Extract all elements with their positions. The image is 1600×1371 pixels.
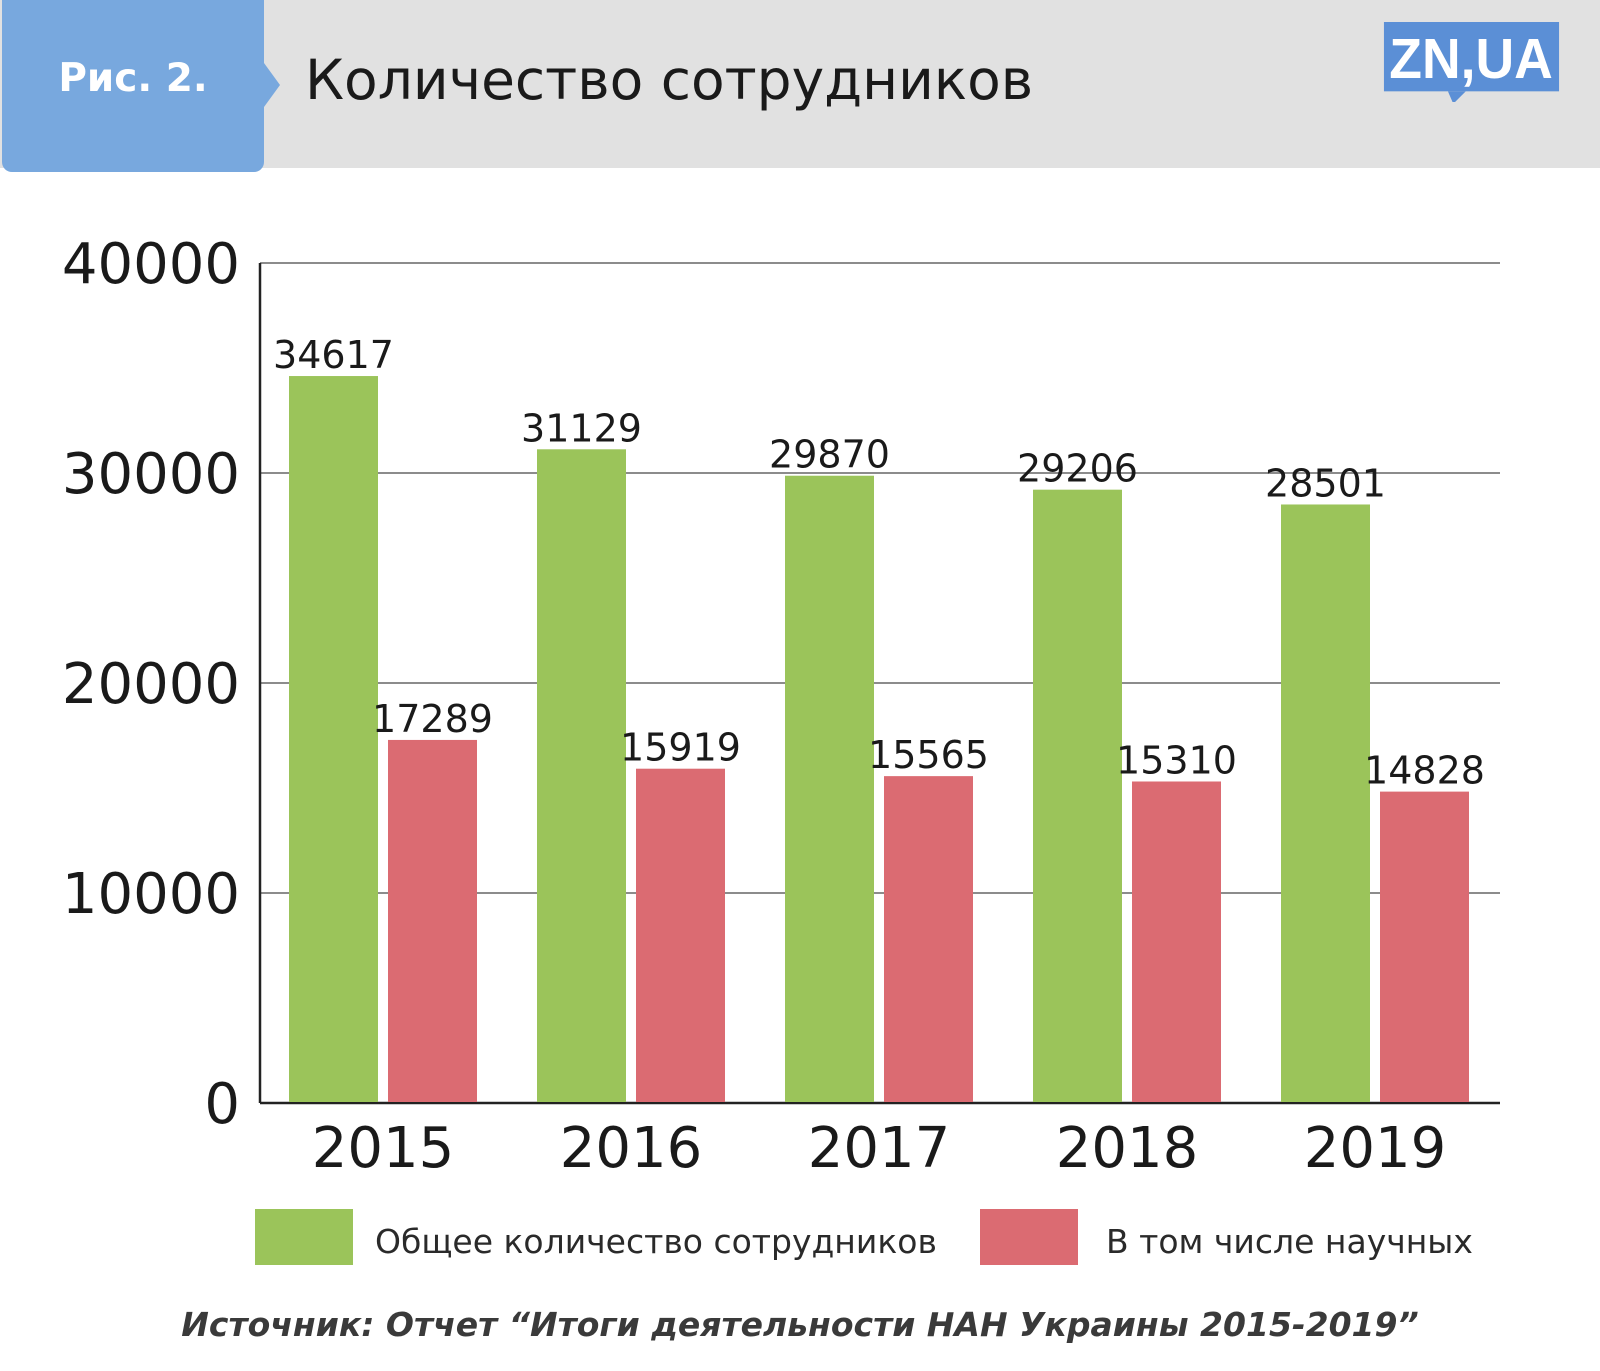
data-label-scientific: 17289 (372, 697, 493, 741)
data-label-scientific: 14828 (1364, 749, 1485, 793)
bar-total (537, 449, 626, 1102)
data-label-total: 29870 (769, 433, 890, 477)
x-tick-label: 2018 (1056, 1116, 1199, 1181)
figure-badge: Рис. 2. (2, 0, 264, 172)
figure-label: Рис. 2. (58, 56, 208, 101)
bar-scientific (388, 739, 477, 1102)
x-tick-label: 2017 (808, 1116, 951, 1181)
bar-total (1281, 504, 1370, 1102)
bar-total (1033, 489, 1122, 1102)
bar-scientific (1132, 781, 1221, 1102)
bar-total (289, 376, 378, 1103)
bar-scientific (636, 768, 725, 1102)
x-tick-label: 2016 (560, 1116, 703, 1181)
x-tick-label: 2019 (1304, 1116, 1447, 1181)
data-label-scientific: 15919 (620, 726, 741, 770)
y-tick-label: 10000 (62, 862, 240, 927)
x-tick-label: 2015 (312, 1116, 455, 1181)
data-label-total: 31129 (521, 406, 642, 450)
source-note: Источник: Отчет “Итоги деятельности НАН … (181, 1305, 1419, 1344)
data-label-total: 28501 (1265, 461, 1386, 505)
bar-scientific (884, 776, 973, 1102)
legend-swatch-total (255, 1209, 353, 1265)
data-label-scientific: 15565 (868, 733, 989, 777)
data-label-total: 29206 (1017, 447, 1138, 491)
y-tick-label: 30000 (62, 442, 240, 507)
chart-title: Количество сотрудников (305, 48, 1034, 112)
data-label-total: 34617 (273, 333, 394, 377)
bar-total (785, 475, 874, 1103)
legend-label-scientific: В том числе научных (1106, 1222, 1473, 1261)
y-tick-label: 40000 (62, 232, 240, 297)
legend-label-total: Общее количество сотрудников (375, 1222, 937, 1261)
zn-ua-logo: ZN,UA (1383, 22, 1560, 102)
y-tick-label: 0 (204, 1072, 240, 1137)
figure-badge-arrow (264, 63, 280, 107)
data-label-scientific: 15310 (1116, 738, 1237, 782)
bar-scientific (1380, 791, 1469, 1102)
logo-text: ZN,UA (1389, 28, 1553, 91)
legend-swatch-scientific (980, 1209, 1078, 1265)
y-tick-label: 20000 (62, 652, 240, 717)
